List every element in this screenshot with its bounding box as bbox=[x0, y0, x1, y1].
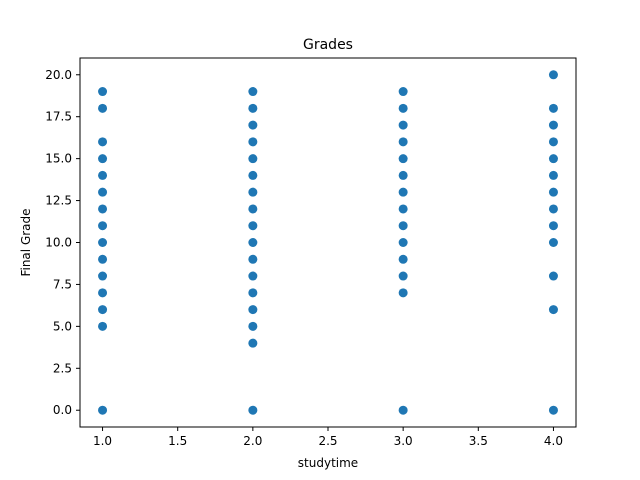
data-point bbox=[248, 238, 258, 247]
data-point bbox=[398, 288, 408, 298]
y-tick-label: 0.0 bbox=[53, 403, 72, 417]
chart-title: Grades bbox=[303, 37, 353, 53]
data-point bbox=[548, 187, 558, 197]
data-point bbox=[98, 87, 108, 97]
data-point bbox=[98, 254, 108, 264]
data-point bbox=[248, 187, 258, 197]
data-point bbox=[398, 170, 408, 180]
data-point bbox=[248, 254, 258, 264]
x-tick-label: 3.0 bbox=[394, 434, 413, 448]
data-point bbox=[398, 405, 408, 415]
y-tick-label: 10.0 bbox=[45, 236, 72, 250]
data-point bbox=[98, 238, 108, 247]
data-point bbox=[548, 103, 558, 113]
x-tick-label: 3.5 bbox=[469, 434, 488, 448]
data-point bbox=[248, 87, 258, 97]
data-point bbox=[548, 204, 558, 214]
data-point bbox=[98, 321, 108, 331]
data-point bbox=[248, 170, 258, 180]
data-point bbox=[98, 170, 108, 180]
points-layer bbox=[98, 70, 558, 415]
x-axis-title: studytime bbox=[298, 456, 358, 470]
data-point bbox=[248, 288, 258, 298]
data-point bbox=[98, 103, 108, 113]
x-axis-ticks: 1.0 1.5 2.0 2.5 3.0 3.5 4.0 bbox=[93, 427, 563, 448]
x-tick-label: 2.0 bbox=[243, 434, 262, 448]
data-point bbox=[548, 154, 558, 164]
data-point bbox=[248, 271, 258, 281]
data-point bbox=[398, 103, 408, 113]
data-point bbox=[248, 338, 258, 348]
data-point bbox=[98, 405, 108, 415]
y-axis-ticks: 0.0 2.5 5.0 7.5 10.0 12.5 15.0 17.5 20.0 bbox=[45, 68, 80, 417]
data-point bbox=[248, 305, 258, 315]
data-point bbox=[248, 405, 258, 415]
data-point bbox=[248, 321, 258, 331]
data-point bbox=[98, 137, 108, 147]
y-tick-label: 5.0 bbox=[53, 319, 72, 333]
y-tick-label: 12.5 bbox=[45, 194, 72, 208]
data-point bbox=[398, 87, 408, 97]
y-tick-label: 2.5 bbox=[53, 361, 72, 375]
data-point bbox=[248, 103, 258, 113]
y-tick-label: 15.0 bbox=[45, 152, 72, 166]
data-point bbox=[248, 221, 258, 231]
data-point bbox=[548, 271, 558, 281]
data-point bbox=[548, 238, 558, 247]
data-point bbox=[248, 204, 258, 214]
x-tick-label: 2.5 bbox=[318, 434, 337, 448]
x-tick-label: 1.0 bbox=[93, 434, 112, 448]
data-point bbox=[248, 137, 258, 147]
y-tick-label: 17.5 bbox=[45, 110, 72, 124]
data-point bbox=[548, 70, 558, 80]
data-point bbox=[98, 305, 108, 315]
data-point bbox=[548, 137, 558, 147]
plot-frame bbox=[79, 57, 577, 428]
data-point bbox=[98, 271, 108, 281]
data-point bbox=[548, 405, 558, 415]
x-tick-label: 1.5 bbox=[168, 434, 187, 448]
data-point bbox=[398, 221, 408, 231]
data-point bbox=[98, 221, 108, 231]
data-point bbox=[398, 137, 408, 147]
data-point bbox=[398, 154, 408, 164]
data-point bbox=[248, 120, 258, 130]
data-point bbox=[548, 170, 558, 180]
data-point bbox=[98, 288, 108, 298]
data-point bbox=[398, 204, 408, 214]
data-point bbox=[98, 204, 108, 214]
data-point bbox=[398, 187, 408, 197]
data-point bbox=[548, 120, 558, 130]
data-point bbox=[398, 238, 408, 247]
x-tick-label: 4.0 bbox=[544, 434, 563, 448]
data-point bbox=[398, 271, 408, 281]
y-axis-title: Final Grade bbox=[19, 208, 33, 276]
data-point bbox=[398, 120, 408, 130]
data-point bbox=[548, 221, 558, 231]
data-point bbox=[98, 187, 108, 197]
data-point bbox=[398, 254, 408, 264]
data-point bbox=[248, 154, 258, 164]
data-point bbox=[548, 305, 558, 315]
y-tick-label: 7.5 bbox=[53, 277, 72, 291]
y-tick-label: 20.0 bbox=[45, 68, 72, 82]
data-point bbox=[98, 154, 108, 164]
